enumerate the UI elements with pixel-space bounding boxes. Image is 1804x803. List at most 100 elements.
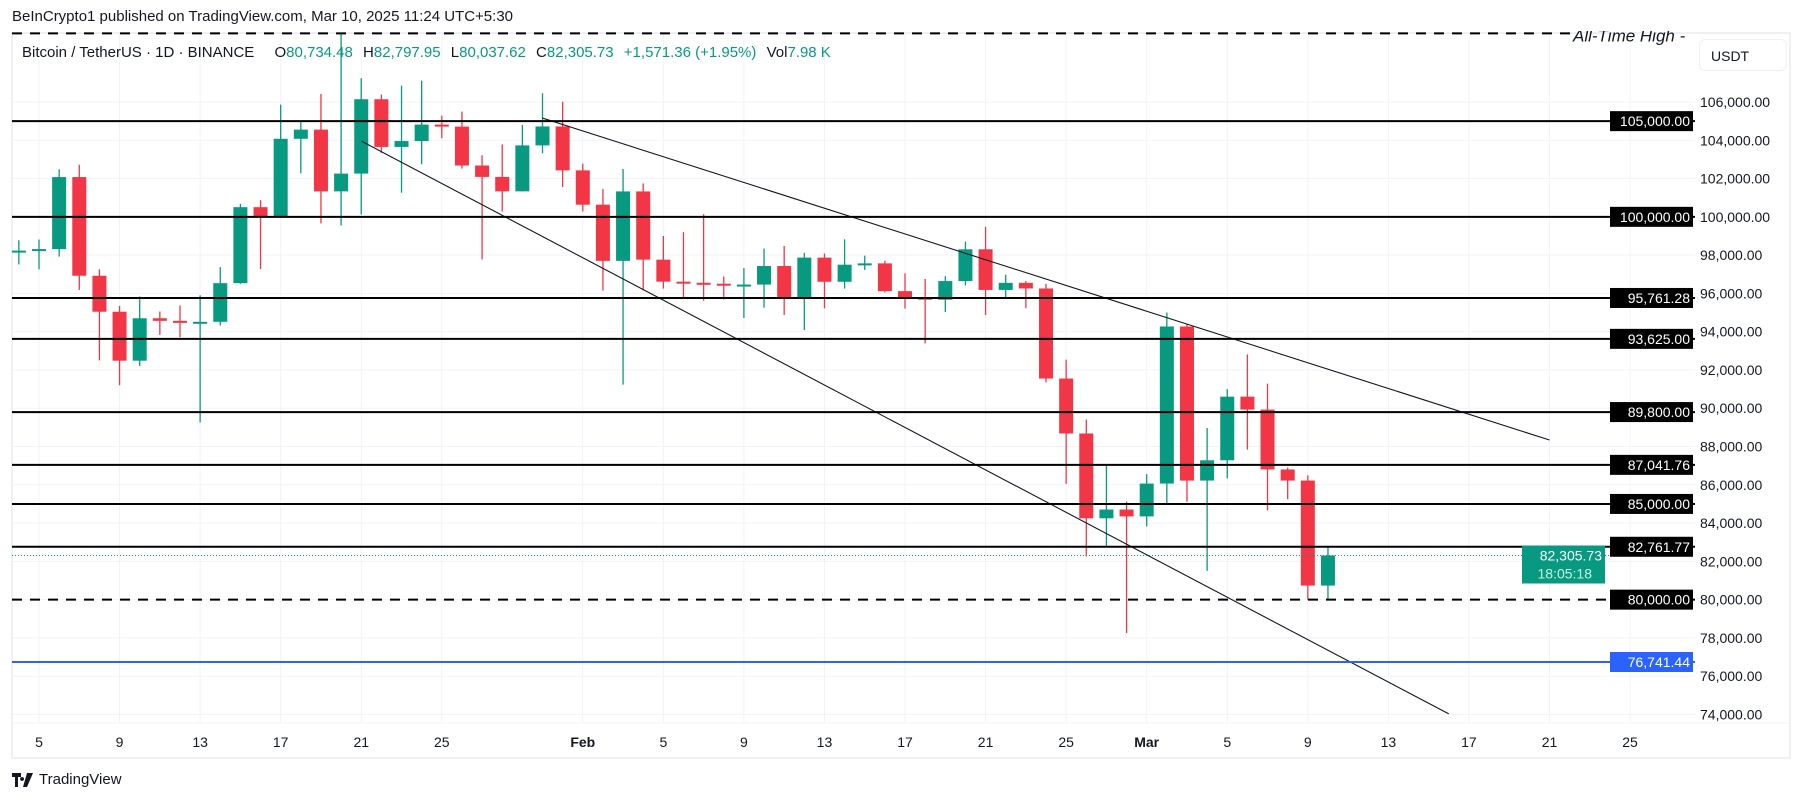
tradingview-logo-text: TradingView: [39, 771, 122, 788]
price-tick-label: 78,000.00: [1700, 630, 1762, 646]
level-price-badge: 100,000.00: [1610, 206, 1693, 227]
candle: [475, 155, 490, 260]
candle: [1320, 546, 1335, 599]
close-value: 82,305.73: [546, 44, 614, 61]
publisher-line: BeInCrypto1 published on TradingView.com…: [12, 8, 513, 25]
level-price-badge: 87,041.76: [1610, 454, 1693, 475]
candle-body: [1159, 326, 1174, 484]
candle-body: [817, 257, 832, 282]
candle-body: [515, 145, 530, 192]
price-tick-label: 98,000.00: [1700, 247, 1762, 263]
level-badge-bg: [1610, 287, 1693, 308]
level-badge-text: 85,000.00: [1628, 496, 1690, 512]
candle-body: [495, 176, 510, 192]
candle-body: [1059, 378, 1074, 434]
candle-body: [857, 263, 872, 266]
price-tick-label: 82,000.00: [1700, 553, 1762, 569]
candle-body: [1119, 509, 1134, 517]
candle: [495, 144, 510, 212]
level-badge-bg: [1610, 111, 1693, 132]
candle-body: [72, 177, 87, 276]
candle: [233, 203, 248, 284]
level-badge-text: 87,041.76: [1628, 457, 1690, 473]
time-tick-label: 21: [978, 734, 994, 750]
candle-body: [233, 207, 248, 284]
candle: [92, 269, 107, 361]
change-value: +1,571.36 (+1.95%): [623, 44, 757, 61]
candle-body: [434, 124, 449, 127]
level-badge-bg: [1610, 206, 1693, 227]
candle: [434, 115, 449, 139]
candle: [12, 240, 26, 265]
volume-value: 7.98 K: [787, 44, 831, 61]
tradingview-logo[interactable]: TradingView: [12, 771, 122, 788]
candle-body: [736, 284, 751, 287]
currency-button[interactable]: USDT: [1699, 39, 1787, 71]
time-tick-label: 5: [659, 734, 667, 750]
candle-body: [475, 165, 490, 177]
candle-body: [1260, 409, 1275, 470]
candle-body: [52, 177, 67, 250]
candle-body: [1018, 282, 1033, 289]
candle: [313, 93, 328, 224]
candle-body: [938, 281, 953, 300]
candle-body: [877, 263, 892, 292]
candle: [535, 93, 550, 154]
candle-body: [716, 283, 731, 286]
candle-body: [575, 170, 590, 205]
time-tick-label: 9: [116, 734, 124, 750]
level-badge-text: 76,741.44: [1628, 654, 1690, 670]
level-price-badge: 89,800.00: [1610, 402, 1693, 423]
bar-countdown: 18:05:18: [1538, 566, 1593, 582]
level-badge-text: 82,761.77: [1628, 539, 1690, 555]
time-tick-label: 17: [273, 734, 289, 750]
candle-body: [32, 249, 46, 252]
candle: [32, 239, 46, 270]
candle-body: [374, 99, 389, 147]
ohlc-legend: Bitcoin / TetherUS · 1D · BINANCE O80,73…: [22, 44, 831, 61]
candle: [575, 163, 590, 212]
price-tick-label: 94,000.00: [1700, 324, 1762, 340]
candle-body: [1139, 483, 1154, 517]
price-tick-label: 88,000.00: [1700, 439, 1762, 455]
candle-body: [1200, 460, 1215, 481]
symbol-title[interactable]: Bitcoin / TetherUS · 1D · BINANCE: [22, 44, 255, 61]
time-tick-label: 5: [1223, 734, 1231, 750]
price-tick-label: 74,000.00: [1700, 706, 1762, 722]
level-badge-bg: [1610, 536, 1693, 557]
candle-body: [978, 249, 993, 290]
time-tick-label: 25: [1058, 734, 1074, 750]
candle: [716, 276, 731, 300]
candle-body: [1179, 326, 1194, 481]
candle-body: [777, 266, 792, 298]
candle: [1240, 354, 1255, 450]
candle: [334, 33, 349, 226]
candle: [736, 268, 751, 319]
price-tick-label: 92,000.00: [1700, 362, 1762, 378]
candle: [1300, 475, 1315, 600]
candle: [656, 235, 671, 289]
candle: [152, 311, 167, 335]
current-price-badge-bg: [1522, 545, 1605, 584]
current-price-value: 82,305.73: [1540, 548, 1602, 564]
candle-body: [797, 257, 812, 298]
time-tick-label: 9: [740, 734, 748, 750]
level-price-badge: 93,625.00: [1610, 328, 1693, 349]
candle: [515, 124, 530, 192]
candle-body: [555, 126, 570, 171]
candle: [817, 253, 832, 309]
candle: [616, 168, 631, 385]
time-tick-label: 13: [192, 734, 208, 750]
candle-body: [1220, 396, 1235, 461]
time-tick-label: 13: [817, 734, 833, 750]
time-tick-label: 21: [353, 734, 369, 750]
price-tick-label: 86,000.00: [1700, 477, 1762, 493]
candle: [253, 200, 268, 270]
candle: [898, 273, 913, 309]
time-tick-label: 25: [434, 734, 450, 750]
level-badge-bg: [1610, 493, 1693, 514]
candle-body: [1099, 509, 1114, 519]
level-price-badge: 80,000.00: [1610, 589, 1693, 610]
candle: [273, 104, 288, 218]
